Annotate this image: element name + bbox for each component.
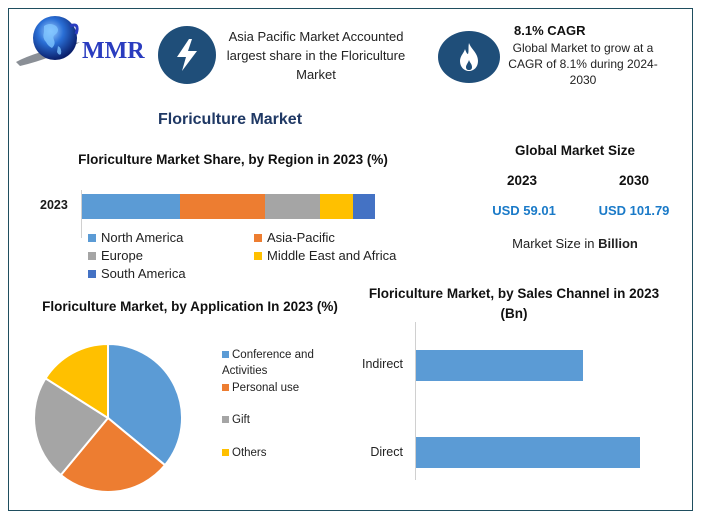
- mmr-logo: MMR: [14, 12, 145, 76]
- region-stacked-bar: [82, 194, 375, 219]
- bar-segment-asia-pacific: [179, 194, 265, 219]
- legend-swatch: [254, 251, 262, 260]
- market-size-2023: USD 59.01: [492, 203, 556, 218]
- infographic-frame: [8, 8, 693, 511]
- application-chart-title: Floriculture Market, by Application In 2…: [42, 299, 338, 314]
- cagr-text: Global Market to grow at a CAGR of 8.1% …: [508, 41, 658, 87]
- global-market-size-title: Global Market Size: [514, 143, 636, 158]
- legend-asia-pacific: Asia-Pacific: [254, 230, 335, 245]
- legend-swatch: [88, 251, 96, 260]
- legend-swatch: [88, 269, 96, 278]
- pie-slice-others: [44, 342, 109, 420]
- lightning-bolt-icon: [158, 26, 216, 84]
- pie-slice-conference-and-activities: [107, 342, 183, 467]
- flame-icon: [438, 31, 500, 83]
- bar-indirect: [416, 350, 583, 381]
- legend-gift: Gift: [222, 412, 250, 428]
- bar-direct: [416, 437, 640, 468]
- application-pie-chart: [33, 342, 183, 493]
- legend-swatch: [222, 384, 229, 391]
- cagr-title: 8.1% CAGR: [514, 23, 586, 38]
- legend-north-america: North America: [88, 230, 183, 245]
- pie-slice-gift: [33, 376, 110, 477]
- year-2030-label: 2030: [618, 173, 650, 188]
- sales-channel-chart-title: Floriculture Market, by Sales Channel in…: [368, 286, 660, 321]
- asia-pacific-highlight-text: Asia Pacific Market Accounted largest sh…: [226, 29, 406, 82]
- year-2023-label: 2023: [506, 173, 538, 188]
- pie-slice-personal-use: [59, 416, 167, 493]
- sales-channel-axis: [415, 322, 416, 480]
- page-title: Floriculture Market: [157, 111, 303, 128]
- legend-swatch: [88, 233, 96, 242]
- bar-segment-north-america: [82, 194, 180, 219]
- category-indirect: Indirect: [362, 357, 403, 371]
- logo-text: MMR: [82, 38, 145, 64]
- bar-segment-europe: [264, 194, 320, 219]
- legend-south-america: South America: [88, 266, 186, 281]
- legend-personal-use: Personal use: [222, 380, 299, 396]
- legend-middle-east-africa: Middle East and Africa: [254, 248, 396, 263]
- legend-swatch: [222, 449, 229, 456]
- globe-icon: [16, 16, 80, 66]
- legend-swatch: [254, 233, 262, 242]
- legend-europe: Europe: [88, 248, 143, 263]
- legend-swatch: [222, 416, 229, 423]
- legend-others: Others: [222, 445, 267, 461]
- market-size-unit-note: Market Size in Billion: [512, 236, 638, 251]
- bar-segment-middle-east-and-africa: [319, 194, 353, 219]
- market-size-2030: USD 101.79: [598, 203, 670, 218]
- category-direct: Direct: [370, 445, 403, 459]
- region-chart-axis: [81, 190, 82, 238]
- region-chart-title: Floriculture Market Share, by Region in …: [78, 152, 388, 167]
- legend-conference-activities: Conference and Activities: [222, 349, 314, 377]
- legend-swatch: [222, 351, 229, 358]
- bar-segment-south-america: [353, 194, 375, 219]
- region-chart-category-label: 2023: [40, 198, 68, 212]
